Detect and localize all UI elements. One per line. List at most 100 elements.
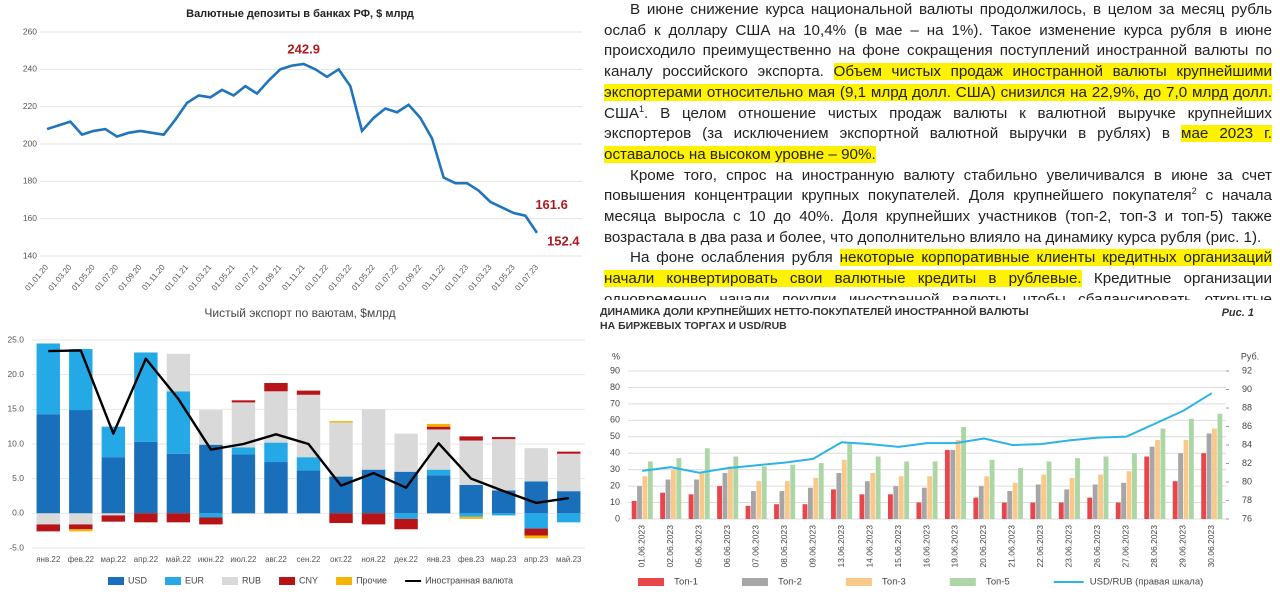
legend-label: RUB bbox=[242, 575, 261, 585]
bar bbox=[1069, 477, 1075, 519]
bar bbox=[864, 481, 870, 519]
x-tick-label: 01.09.20 bbox=[117, 262, 144, 292]
bar-segment bbox=[199, 513, 223, 518]
bar-segment bbox=[361, 469, 386, 514]
bar bbox=[1058, 502, 1064, 519]
bar bbox=[1098, 474, 1103, 519]
bar-segment bbox=[557, 513, 581, 523]
x-tick-label: апр.22 bbox=[134, 555, 159, 564]
bar bbox=[818, 463, 824, 519]
bar bbox=[637, 486, 642, 519]
line-series bbox=[48, 349, 569, 505]
bar bbox=[875, 456, 881, 519]
bar bbox=[927, 476, 933, 519]
x-tick-label: 01.07.23 bbox=[513, 262, 540, 292]
x-tick-label: сен.22 bbox=[297, 555, 322, 564]
x-tick-label: 16.06.2023 bbox=[921, 525, 931, 568]
bar bbox=[1103, 456, 1109, 519]
bar bbox=[704, 448, 710, 519]
y-tick-label: 0 bbox=[615, 513, 620, 523]
bar-segment bbox=[264, 391, 288, 443]
bar bbox=[642, 476, 648, 519]
bar bbox=[676, 458, 682, 519]
bar-segment bbox=[491, 513, 516, 516]
figure-label: Рис. 1 bbox=[1222, 307, 1254, 319]
x-tick-label: 01.09.21 bbox=[257, 262, 284, 292]
bar-segment bbox=[69, 349, 93, 411]
paragraph: Кроме того, спрос на иностранную валюту … bbox=[604, 166, 1272, 249]
bar-segment bbox=[199, 517, 223, 525]
x-tick-label: янв.22 bbox=[36, 555, 61, 564]
bar bbox=[745, 505, 751, 519]
y2-tick-label: 86 bbox=[1242, 421, 1252, 431]
bar bbox=[1046, 461, 1052, 519]
value-label: 152.4 bbox=[547, 233, 580, 248]
legend-label: Прочие bbox=[356, 575, 387, 585]
bar bbox=[1132, 453, 1137, 519]
y-tick-label: 25.0 bbox=[7, 334, 24, 344]
bar bbox=[717, 486, 722, 519]
bar-segment bbox=[36, 513, 60, 525]
x-tick-label: 01.06.2023 bbox=[636, 525, 646, 568]
y-tick-label: 90 bbox=[610, 365, 620, 375]
text-run: В июне снижение курса национальной валют… bbox=[604, 1, 1272, 81]
bar-segment bbox=[426, 469, 451, 476]
chart-subtitle: НА БИРЖЕВЫХ ТОРГАХ И USD/RUB bbox=[600, 320, 787, 332]
chart-title: ДИНАМИКА ДОЛИ КРУПНЕЙШИХ НЕТТО-ПОКУПАТЕЛ… bbox=[600, 305, 1029, 318]
x-tick-label: 14.06.2023 bbox=[864, 525, 874, 568]
x-tick-label: 01.03.20 bbox=[47, 262, 74, 292]
bar bbox=[647, 461, 653, 519]
bar bbox=[761, 466, 767, 519]
x-tick-label: май.22 bbox=[166, 555, 192, 564]
x-tick-label: 29.06.2023 bbox=[1178, 525, 1188, 568]
bar-segment bbox=[524, 513, 548, 529]
bar-segment bbox=[36, 414, 60, 514]
bar-segment bbox=[134, 513, 158, 523]
y-tick-label: 30 bbox=[610, 464, 620, 474]
bar bbox=[904, 461, 910, 519]
bar bbox=[774, 504, 779, 519]
x-tick-label: 02.06.2023 bbox=[665, 525, 675, 568]
bar-segment bbox=[557, 451, 581, 454]
y2-tick-label: 92 bbox=[1242, 365, 1252, 375]
bar bbox=[836, 472, 842, 519]
legend-label: Топ-1 bbox=[674, 577, 698, 588]
bar bbox=[1188, 418, 1194, 519]
bar bbox=[1087, 497, 1093, 519]
bar-segment bbox=[69, 529, 93, 532]
x-tick-label: фев.23 bbox=[458, 555, 485, 564]
bar bbox=[807, 487, 813, 519]
bar-segment bbox=[459, 513, 483, 517]
y-tick-label: 5.0 bbox=[12, 473, 24, 483]
bar-segment bbox=[491, 439, 516, 491]
bar bbox=[1092, 484, 1098, 519]
bar-segment bbox=[101, 457, 126, 514]
bar bbox=[955, 440, 961, 519]
x-tick-label: 01.01.21 bbox=[163, 262, 190, 292]
bar bbox=[1144, 456, 1150, 519]
bar-segment bbox=[557, 491, 581, 514]
bar-segment bbox=[524, 535, 548, 539]
y-tick-label: 70 bbox=[610, 398, 620, 408]
bar-segment bbox=[101, 513, 126, 516]
y-tick-label: 50 bbox=[610, 431, 620, 441]
x-tick-label: 21.06.2023 bbox=[1007, 525, 1017, 568]
bar bbox=[665, 479, 671, 519]
bar-segment bbox=[264, 442, 288, 463]
bar bbox=[1178, 453, 1184, 519]
bar-segment bbox=[296, 470, 321, 514]
footnote-ref: 2 bbox=[1191, 186, 1197, 197]
paragraph: В июне снижение курса национальной валют… bbox=[604, 0, 1272, 166]
bar bbox=[813, 477, 819, 519]
x-tick-label: фев.22 bbox=[68, 555, 95, 564]
x-tick-label: май.23 bbox=[556, 555, 582, 564]
y-tick-label: -5.0 bbox=[9, 542, 24, 552]
legend-symbol bbox=[845, 578, 872, 586]
x-tick-label: 27.06.2023 bbox=[1121, 525, 1131, 568]
bar bbox=[1115, 502, 1121, 519]
bar bbox=[790, 464, 796, 519]
legend-label: Топ-2 bbox=[778, 577, 802, 588]
y2-tick-label: 88 bbox=[1242, 402, 1252, 412]
legend-symbol bbox=[336, 577, 353, 585]
